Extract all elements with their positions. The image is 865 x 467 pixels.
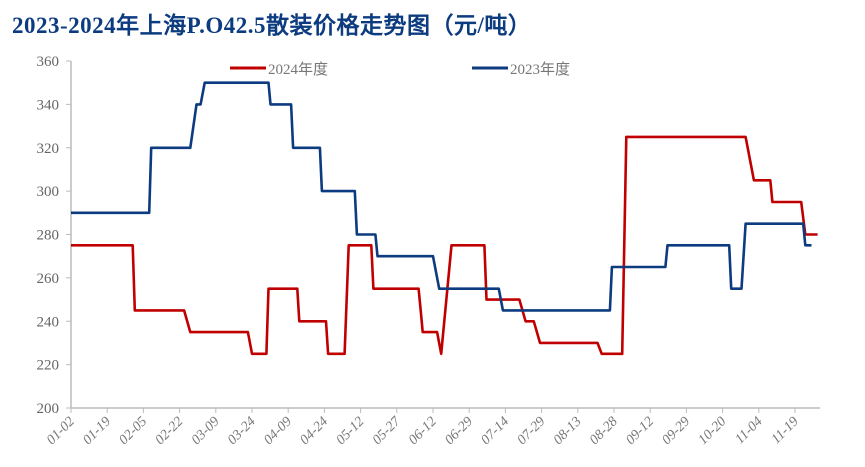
x-tick-label: 03-24 <box>225 414 259 448</box>
x-tick-label: 11-19 <box>769 414 802 447</box>
x-tick-label: 08-28 <box>587 414 621 448</box>
x-tick-label: 07-29 <box>515 414 549 448</box>
x-tick-label: 09-12 <box>623 414 657 448</box>
y-tick-label: 260 <box>37 271 60 287</box>
x-tick-label: 07-14 <box>479 414 513 448</box>
x-tick-label: 01-02 <box>44 414 78 448</box>
x-tick-label: 06-12 <box>406 414 440 448</box>
x-tick-label: 02-05 <box>117 414 151 448</box>
chart-title: 2023-2024年上海P.O42.5散装价格走势图（元/吨） <box>12 13 532 38</box>
x-tick-label: 04-24 <box>298 414 332 448</box>
x-tick-label: 01-19 <box>80 414 114 448</box>
x-tick-label: 11-04 <box>733 414 766 447</box>
legend-label: 2023年度 <box>510 61 570 78</box>
y-tick-label: 280 <box>37 228 60 244</box>
x-tick-label: 02-22 <box>153 414 187 448</box>
x-tick-label: 08-13 <box>551 414 585 448</box>
y-tick-label: 360 <box>37 54 60 70</box>
y-tick-label: 240 <box>37 314 60 330</box>
x-tick-label: 05-27 <box>370 414 404 448</box>
x-tick-label: 10-20 <box>696 414 730 448</box>
legend-label: 2024年度 <box>268 61 328 78</box>
series-line-2023年度 <box>71 81 812 312</box>
y-tick-label: 200 <box>37 401 60 417</box>
x-tick-label: 03-09 <box>189 414 223 448</box>
x-tick-label: 06-29 <box>442 414 476 448</box>
series-line-2024年度 <box>71 135 818 356</box>
x-tick-label: 05-12 <box>334 414 368 448</box>
x-tick-label: 04-09 <box>261 414 295 448</box>
x-tick-label: 09-29 <box>660 414 694 448</box>
y-tick-label: 320 <box>37 141 60 157</box>
y-tick-label: 340 <box>37 97 60 113</box>
y-tick-label: 220 <box>37 358 60 374</box>
y-tick-label: 300 <box>37 184 60 200</box>
